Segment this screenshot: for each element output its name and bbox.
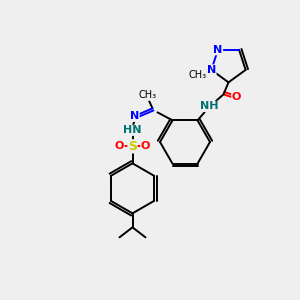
Text: CH₃: CH₃	[138, 90, 157, 100]
Text: N: N	[207, 65, 216, 75]
Text: O: O	[141, 141, 150, 151]
Text: N: N	[213, 45, 223, 55]
Text: O: O	[115, 141, 124, 151]
Text: S: S	[128, 140, 137, 153]
Text: N: N	[130, 111, 139, 121]
Text: NH: NH	[200, 101, 219, 111]
Text: CH₃: CH₃	[188, 70, 206, 80]
Text: HN: HN	[123, 125, 142, 135]
Text: O: O	[232, 92, 241, 102]
